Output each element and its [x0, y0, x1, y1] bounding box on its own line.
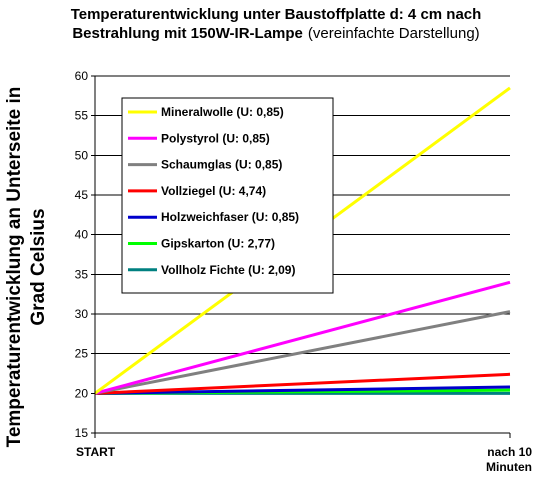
legend: Mineralwolle (U: 0,85) Polystyrol (U: 0,8… [121, 97, 334, 294]
legend-label-5: Gipskarton (U: 2,77) [161, 237, 275, 251]
series-lines [94, 86, 511, 395]
y-tick-label-45: 45 [75, 188, 89, 202]
y-tick-label-60: 60 [75, 69, 89, 83]
series-line-4 [94, 385, 511, 395]
legend-label-0: Mineralwolle (U: 0,85) [161, 105, 284, 119]
chart-title-line-2-normal: (vereinfachte Darstellung) [308, 25, 480, 42]
legend-label-3: Vollziegel (U: 4,74) [161, 184, 266, 198]
series-line-2 [94, 310, 511, 395]
legend-box [121, 97, 334, 294]
x-tick-label-1-line-1: Minuten [486, 460, 532, 474]
chart-title-line-2: Bestrahlung mit 150W-IR-Lampe (vereinfach… [72, 25, 479, 42]
y-tick-label-35: 35 [75, 267, 89, 281]
x-tick-label-1-line-0: nach 10 [487, 445, 532, 459]
x-tick-labels: START nach 10 Minuten [76, 445, 532, 474]
y-axis-title-line-1: Temperaturentwicklung an Unterseite in [4, 87, 25, 448]
y-tick-label-40: 40 [75, 228, 89, 242]
x-tick-label-1: nach 10 Minuten [486, 445, 532, 474]
legend-label-1: Polystyrol (U: 0,85) [161, 131, 270, 145]
axes [91, 75, 511, 438]
series-line-1 [94, 280, 511, 395]
y-tick-label-30: 30 [75, 307, 89, 321]
legend-label-2: Schaumglas (U: 0,85) [161, 158, 282, 172]
chart-title-line-1: Temperaturentwicklung unter Baustoffplat… [71, 6, 482, 23]
y-axis-title-line-2: Grad Celsius [28, 208, 49, 325]
y-tick-labels: 15 20 25 30 35 40 45 50 55 60 [75, 69, 89, 440]
y-tick-label-25: 25 [75, 347, 89, 361]
x-tick-label-0-line-0: START [76, 445, 116, 459]
y-tick-label-55: 55 [75, 109, 89, 123]
chart-title-line-2-bold: Bestrahlung mit 150W-IR-Lampe [72, 25, 303, 42]
y-tick-label-50: 50 [75, 148, 89, 162]
legend-label-4: Holzweichfaser (U: 0,85) [161, 210, 299, 224]
y-tick-label-15: 15 [75, 426, 89, 440]
legend-label-6: Vollholz Fichte (U: 2,09) [161, 263, 295, 277]
y-tick-label-20: 20 [75, 386, 89, 400]
series-line-3 [94, 372, 511, 395]
x-tick-label-0: START [76, 445, 116, 459]
